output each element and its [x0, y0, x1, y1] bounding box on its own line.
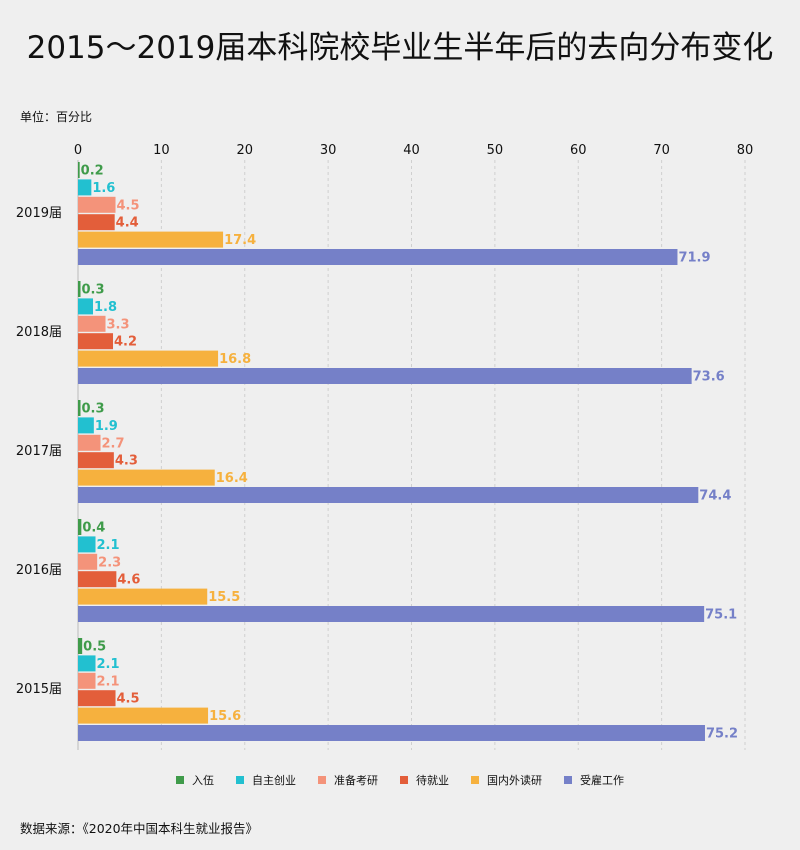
- bar: [78, 350, 219, 367]
- legend-label: 待就业: [416, 774, 449, 787]
- x-tick-label: 70: [653, 143, 670, 158]
- bar: [78, 333, 114, 350]
- data-label: 71.9: [678, 251, 710, 266]
- data-label: 0.3: [82, 283, 105, 298]
- bar: [78, 231, 224, 248]
- bar: [78, 434, 101, 451]
- x-tick-label: 60: [570, 143, 587, 158]
- category-label: 2019届: [16, 206, 62, 221]
- legend-label: 受雇工作: [580, 774, 624, 787]
- legend-swatch: [564, 776, 572, 784]
- bar: [78, 452, 114, 469]
- legend: 入伍 自主创业 准备考研 待就业 国内外读研 受雇工作: [0, 772, 800, 788]
- unit-label: 单位：百分比: [20, 110, 93, 124]
- data-label: 4.2: [114, 335, 137, 350]
- data-label: 4.4: [116, 216, 139, 231]
- data-label: 75.1: [705, 608, 737, 623]
- bar: [78, 606, 705, 622]
- data-label: 0.3: [82, 402, 105, 417]
- legend-item: 自主创业: [236, 772, 296, 788]
- data-label: 2.1: [97, 657, 120, 672]
- data-label: 74.4: [699, 489, 731, 504]
- bar: [78, 214, 115, 231]
- legend-swatch: [236, 776, 244, 784]
- bar: [78, 690, 116, 707]
- data-label: 2.1: [97, 674, 120, 689]
- category-label: 2018届: [16, 325, 62, 340]
- bar: [78, 536, 96, 553]
- bar: [78, 655, 96, 672]
- bar: [78, 417, 94, 434]
- bar: [78, 519, 82, 535]
- x-tick-label: 20: [236, 143, 253, 158]
- legend-swatch: [471, 776, 479, 784]
- bar: [78, 553, 98, 570]
- data-label: 4.5: [117, 198, 140, 213]
- data-label: 15.5: [208, 590, 240, 605]
- category-label: 2015届: [16, 682, 62, 697]
- data-label: 4.6: [117, 573, 140, 588]
- legend-item: 受雇工作: [564, 772, 624, 788]
- legend-label: 入伍: [192, 774, 214, 787]
- data-label: 4.3: [115, 454, 138, 469]
- data-label: 73.6: [693, 370, 725, 385]
- data-label: 1.9: [95, 419, 118, 434]
- legend-swatch: [176, 776, 184, 784]
- bar: [78, 249, 678, 265]
- category-label: 2016届: [16, 563, 62, 578]
- bar: [78, 487, 699, 503]
- bar: [78, 672, 96, 689]
- data-label: 2.1: [97, 538, 120, 553]
- bar: [78, 469, 215, 486]
- data-label: 0.2: [81, 164, 104, 179]
- legend-swatch: [318, 776, 326, 784]
- x-tick-label: 50: [487, 143, 504, 158]
- bar: [78, 571, 117, 588]
- bar: [78, 707, 209, 724]
- bar: [78, 400, 81, 416]
- data-label: 0.4: [82, 521, 105, 536]
- legend-item: 入伍: [176, 772, 214, 788]
- x-tick-label: 30: [320, 143, 337, 158]
- data-label: 16.8: [219, 352, 251, 367]
- legend-label: 自主创业: [252, 774, 296, 787]
- x-tick-label: 80: [737, 143, 754, 158]
- data-label: 15.6: [209, 709, 241, 724]
- x-tick-label: 0: [74, 143, 82, 158]
- bar: [78, 725, 705, 741]
- legend-label: 国内外读研: [487, 774, 542, 787]
- chart-title: 2015～2019届本科院校毕业生半年后的去向分布变化: [26, 30, 774, 66]
- data-label: 17.4: [224, 233, 256, 248]
- legend-swatch: [400, 776, 408, 784]
- data-label: 1.6: [92, 181, 115, 196]
- data-label: 4.5: [117, 692, 140, 707]
- legend-label: 准备考研: [334, 774, 378, 787]
- bar: [78, 315, 106, 332]
- bar: [78, 179, 92, 196]
- data-label: 16.4: [216, 471, 248, 486]
- legend-item: 待就业: [400, 772, 449, 788]
- data-label: 3.3: [107, 317, 130, 332]
- bar: [78, 588, 208, 605]
- x-tick-label: 10: [153, 143, 170, 158]
- data-label: 75.2: [706, 727, 738, 742]
- data-label: 0.5: [83, 640, 106, 655]
- legend-item: 准备考研: [318, 772, 378, 788]
- bar: [78, 162, 80, 178]
- data-label: 2.7: [102, 436, 125, 451]
- bar: [78, 638, 83, 654]
- bar: [78, 298, 94, 315]
- data-label: 2.3: [98, 555, 121, 570]
- source-label: 数据来源：《2020年中国本科生就业报告》: [20, 821, 259, 836]
- data-label: 1.8: [94, 300, 117, 315]
- legend-item: 国内外读研: [471, 772, 542, 788]
- bar: [78, 368, 692, 384]
- bar: [78, 196, 116, 213]
- x-tick-label: 40: [403, 143, 420, 158]
- bar: [78, 281, 81, 297]
- category-label: 2017届: [16, 444, 62, 459]
